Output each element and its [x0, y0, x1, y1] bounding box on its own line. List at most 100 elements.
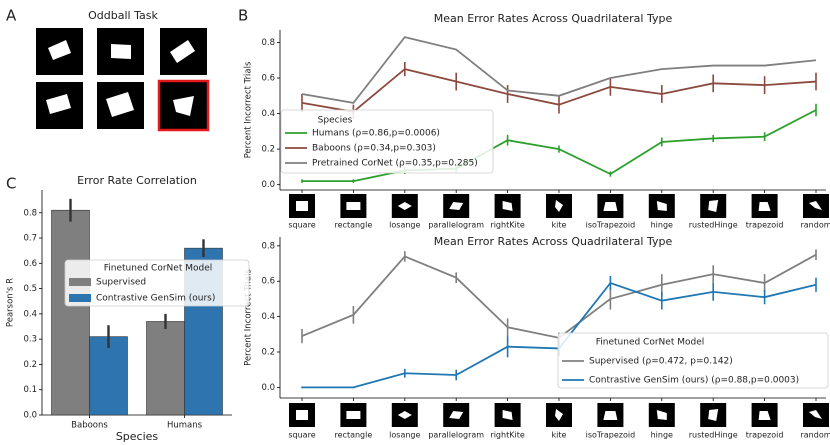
shape-glyph — [656, 201, 667, 211]
shape-glyph — [708, 200, 719, 212]
x-tick-label: rightKite — [490, 221, 524, 230]
y-tick-label: 0.2 — [261, 348, 275, 358]
shape-glyph — [449, 411, 464, 419]
y-tick-label: 0.0 — [261, 383, 275, 393]
x-tick-label: isoTrapezoid — [586, 221, 636, 230]
x-tick-label: kite — [552, 221, 567, 230]
chart-title: Mean Error Rates Across Quadrilateral Ty… — [434, 12, 673, 25]
shape-glyph — [758, 202, 771, 211]
y-axis-label: Percent Incorrect Trials — [244, 269, 254, 366]
y-tick-label: 0.4 — [261, 109, 275, 119]
x-axis-label: Species — [116, 430, 159, 443]
legend-label: Supervised — [96, 278, 146, 288]
shape-glyph — [346, 202, 361, 210]
x-tick-label: parallelogram — [428, 431, 484, 440]
x-tick-label: kite — [552, 431, 567, 440]
oddball-images — [36, 28, 210, 132]
x-tick-label: losange — [389, 221, 420, 230]
bar — [146, 321, 185, 416]
legend: Finetuned CorNet Model Supervised Contrast… — [64, 259, 250, 307]
shape-glyph — [708, 409, 719, 421]
chart-title: Mean Error Rates Across Quadrilateral Ty… — [434, 235, 673, 248]
y-tick-label: 0.6 — [261, 277, 275, 287]
x-tick-label: hinge — [651, 431, 673, 440]
shape-glyph — [397, 202, 412, 210]
panel-label: A — [6, 7, 17, 25]
x-tick-label: trapezoid — [746, 221, 784, 230]
y-tick-label: 0.0 — [23, 411, 37, 421]
shape-glyph — [502, 201, 513, 211]
x-tick-label: trapezoid — [746, 431, 784, 440]
legend-title: Finetuned CorNet Model — [596, 338, 704, 348]
shape-glyph — [758, 411, 771, 420]
x-tick-label: Baboons — [71, 421, 108, 431]
x-tick-label: random — [800, 431, 830, 440]
shape-glyph — [296, 410, 308, 420]
legend-box — [557, 332, 829, 389]
y-tick-label: 0.1 — [23, 385, 37, 395]
legend: Species Humans (ρ=0.86,p=0.0006) Baboons (… — [280, 109, 494, 174]
legend-label: Supervised (ρ=0.472, p=0.142) — [589, 357, 733, 367]
y-tick-label: 0.3 — [23, 335, 37, 345]
x-tick-label: rustedHinge — [689, 431, 738, 440]
bar — [51, 209, 90, 416]
x-tick-label: rectangle — [335, 221, 373, 230]
shape-glyph — [809, 410, 822, 419]
chart-title: Error Rate Correlation — [77, 174, 197, 187]
y-tick-label: 0.7 — [23, 234, 37, 244]
shape-glyph — [502, 410, 513, 420]
shape-glyph — [809, 201, 822, 210]
legend-box — [64, 259, 250, 307]
y-tick-label: 0.2 — [261, 145, 275, 155]
y-tick-label: 0.6 — [23, 259, 37, 269]
legend: Finetuned CorNet Model Supervised (ρ=0.47… — [557, 332, 829, 389]
x-tick-label: rectangle — [335, 431, 373, 440]
y-tick-label: 0.5 — [23, 284, 37, 294]
y-tick-label: 0.6 — [261, 74, 275, 84]
panel-label: B — [238, 7, 248, 25]
series-line — [301, 36, 817, 104]
shape-glyph — [397, 411, 412, 419]
shape-glyph — [555, 409, 563, 421]
y-tick-label: 0.4 — [23, 309, 37, 319]
series-line — [301, 253, 817, 339]
shape-glyph — [555, 200, 563, 212]
y-axis-label: Pearson's R — [6, 278, 16, 327]
shape-glyph — [296, 201, 308, 211]
legend-label: Contrastive GenSim (ours) — [96, 294, 215, 304]
legend-swatch — [69, 278, 91, 286]
legend-label: Pretrained CorNet (ρ=0.35,p=0.285) — [312, 159, 478, 169]
y-tick-label: 0.8 — [261, 38, 275, 48]
legend-swatch — [69, 294, 91, 302]
x-tick-label: isoTrapezoid — [586, 431, 636, 440]
y-tick-label: 0.2 — [23, 360, 37, 370]
y-tick-label: 0.8 — [261, 241, 275, 251]
x-tick-label: Humans — [167, 421, 203, 431]
bar — [89, 336, 128, 416]
legend-label: Contrastive GenSim (ours) (ρ=0.88,p=0.00… — [589, 376, 799, 386]
x-tick-label: rightKite — [490, 431, 524, 440]
legend-title: Species — [318, 116, 353, 126]
shape-glyph — [346, 411, 361, 419]
legend-box — [280, 109, 494, 174]
y-tick-label: 0.4 — [261, 312, 275, 322]
shape-glyph — [603, 202, 618, 211]
y-axis-label: Percent Incorrect Trials — [244, 61, 254, 158]
legend-label: Baboons (ρ=0.34,p=0.303) — [312, 144, 436, 154]
shape-glyph — [603, 411, 618, 420]
x-tick-label: hinge — [651, 221, 673, 230]
y-tick-label: 0.0 — [261, 180, 275, 190]
oddball-title: Oddball Task — [88, 9, 158, 22]
legend-label: Humans (ρ=0.86,p=0.0006) — [312, 129, 440, 139]
x-tick-label: rustedHinge — [689, 221, 738, 230]
shape-glyph — [449, 202, 464, 210]
x-tick-label: parallelogram — [428, 221, 484, 230]
shape-glyph — [656, 410, 667, 420]
x-tick-label: losange — [389, 431, 420, 440]
x-tick-label: random — [800, 221, 830, 230]
x-tick-label: square — [288, 431, 315, 440]
y-tick-label: 0.8 — [23, 208, 37, 218]
x-tick-label: square — [288, 221, 315, 230]
panel-label: C — [6, 175, 16, 193]
